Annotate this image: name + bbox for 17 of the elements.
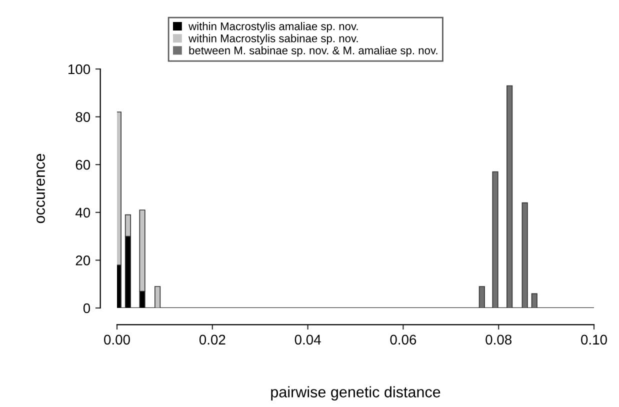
x-axis-title: pairwise genetic distance (271, 386, 440, 400)
x-tick-label: 0.04 (294, 334, 321, 345)
legend-label: within Macrostylis sabinae sp. nov. (188, 34, 358, 44)
y-tick-label: 20 (76, 256, 90, 266)
x-tick-label: 0.00 (104, 334, 130, 345)
y-tick-label: 40 (75, 208, 90, 218)
x-tick-label: 0.10 (581, 334, 607, 345)
y-tick-label: 100 (68, 64, 90, 74)
x-tick-label: 0.08 (486, 334, 512, 345)
y-axis-title: occurence (36, 154, 45, 224)
legend-label: between M. sabinae sp. nov. & M. amaliae sp. nov. (189, 46, 438, 57)
y-tick-label: 0 (83, 303, 90, 314)
y-tick-label: 80 (76, 112, 90, 122)
legend-label: within Macrostylis amaliae sp. nov. (188, 22, 358, 32)
x-tick-label: 0.06 (390, 334, 416, 345)
x-tick-label: 0.02 (199, 334, 226, 345)
y-tick-label: 60 (76, 160, 90, 170)
